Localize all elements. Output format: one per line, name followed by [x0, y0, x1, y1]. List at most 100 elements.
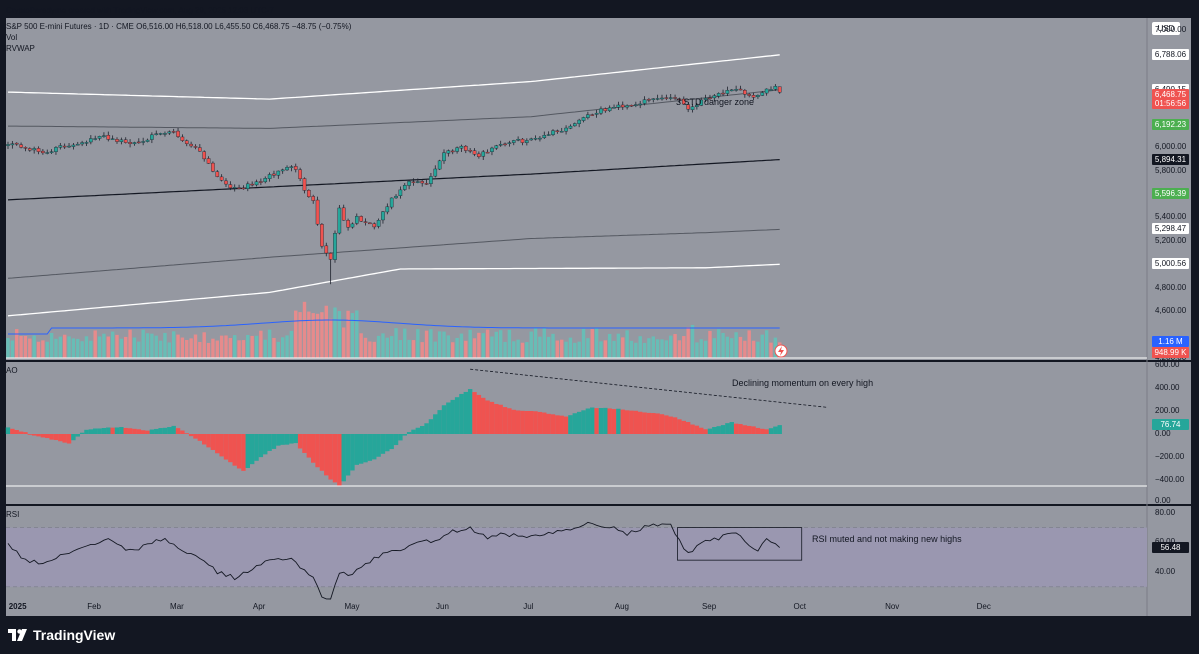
volume-bar — [211, 338, 215, 358]
candle-body — [311, 196, 316, 201]
ao-bar — [114, 427, 120, 434]
ao-bar — [441, 405, 447, 434]
volume-bar — [206, 342, 211, 358]
candle-body — [298, 169, 302, 179]
ao-bar — [162, 427, 168, 434]
volume-bar — [472, 338, 477, 358]
ao-bar — [699, 427, 704, 434]
price-tag: 6,468.75 — [1152, 89, 1189, 100]
ao-layer — [5, 368, 1147, 487]
volume-bar — [359, 333, 363, 358]
volume-bar — [616, 333, 621, 358]
volume-bar — [477, 332, 481, 358]
candle-body — [542, 135, 547, 139]
ao-bar — [145, 430, 150, 434]
volume-bar — [137, 341, 141, 358]
candle-body — [673, 97, 677, 99]
ao-bar — [254, 434, 259, 461]
ao-bar — [437, 410, 442, 434]
rsi-highlight-box — [677, 527, 803, 561]
ao-bar — [202, 434, 207, 445]
candle-body — [132, 142, 137, 145]
volume-bar — [337, 311, 342, 358]
candle-body — [472, 150, 477, 155]
candle-body — [398, 189, 403, 196]
ao-bar — [611, 409, 617, 434]
ao-bar — [411, 429, 416, 434]
volume-bar — [202, 332, 206, 358]
indicator-rvwap-label[interactable]: RVWAP — [6, 44, 35, 53]
ao-bar — [607, 408, 612, 434]
candle-body — [123, 139, 128, 143]
volume-bar — [599, 341, 603, 358]
time-axis-label: Mar — [170, 602, 184, 611]
candle-body — [211, 162, 215, 172]
candle-body — [202, 151, 207, 160]
volume-bar — [102, 333, 106, 358]
price-pane[interactable] — [6, 18, 1191, 360]
volume-bar — [10, 340, 15, 358]
volume-bar — [124, 336, 128, 358]
volume-bar — [263, 339, 267, 358]
ao-bar — [655, 413, 660, 434]
ao-bar — [685, 422, 691, 434]
candle-body — [520, 138, 525, 143]
ao-bar — [49, 434, 54, 440]
candle-body — [10, 143, 15, 146]
candle-body — [167, 131, 172, 134]
volume-bar — [533, 328, 538, 358]
ao-bar — [620, 409, 625, 434]
volume-bar — [180, 337, 185, 358]
volume-bar — [285, 335, 289, 358]
ao-bar — [624, 410, 630, 434]
indicator-ao-label[interactable]: AO — [6, 366, 18, 375]
symbol-line[interactable]: S&P 500 E-mini Futures · 1D · CME O6,516… — [6, 22, 352, 31]
candle-body — [629, 104, 634, 107]
ao-bar — [590, 407, 595, 434]
volume-bar — [560, 339, 564, 358]
volume-bar — [437, 331, 442, 358]
volume-bar — [686, 327, 690, 358]
volume-bar — [128, 329, 132, 358]
time-axis-label: May — [344, 602, 360, 611]
volume-bar — [555, 340, 560, 358]
indicator-rsi-label[interactable]: RSI — [6, 510, 20, 519]
ao-bar — [40, 434, 46, 438]
volume-bar — [551, 333, 555, 358]
candle-body — [293, 166, 298, 170]
volume-bar — [603, 340, 608, 358]
volume-bar — [150, 333, 154, 358]
volume-bar — [494, 331, 499, 358]
candle-body — [533, 138, 538, 140]
candle-body — [128, 142, 132, 144]
ao-bar — [136, 429, 141, 434]
volume-bar — [315, 313, 320, 358]
currency-button[interactable]: USD — [1152, 22, 1180, 35]
volume-bar — [267, 329, 272, 358]
ao-bar — [119, 427, 124, 434]
volume-bar — [189, 338, 193, 358]
ao-bar — [742, 425, 748, 434]
ao-bar — [520, 410, 525, 434]
ao-bar — [345, 434, 351, 476]
candle-body — [376, 220, 381, 227]
ao-bar — [476, 394, 482, 434]
candle-body — [603, 108, 608, 112]
tradingview-brand[interactable]: TradingView — [8, 626, 115, 644]
candle-body — [402, 185, 407, 190]
volume-bar — [699, 339, 703, 358]
ao-bar — [633, 410, 639, 434]
candle-body — [734, 89, 738, 91]
volume-bar — [389, 336, 394, 358]
candle-body — [394, 195, 398, 199]
band-upper-3std — [7, 54, 780, 100]
ao-bar — [733, 423, 739, 434]
ao-bar — [703, 429, 708, 434]
volume-bar — [747, 330, 751, 358]
indicator-vol-label[interactable]: Vol — [6, 33, 18, 42]
brand-name: TradingView — [33, 627, 116, 643]
ao-bar — [14, 429, 19, 434]
candle-body — [110, 138, 115, 140]
time-axis-label: 2025 — [8, 602, 27, 611]
